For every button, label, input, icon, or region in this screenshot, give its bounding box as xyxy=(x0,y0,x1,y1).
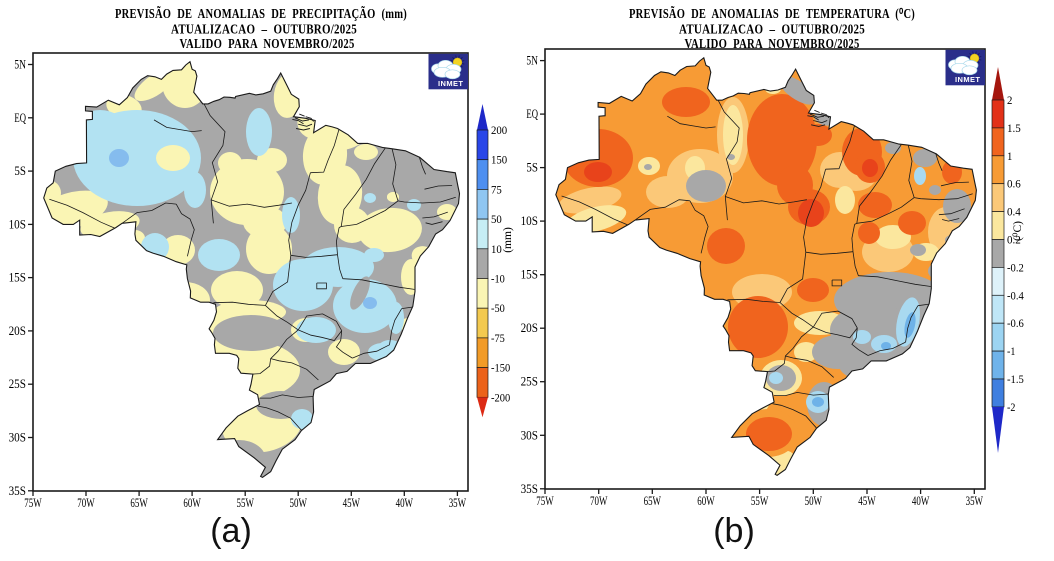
svg-text:-10: -10 xyxy=(491,274,505,286)
svg-text:EQ: EQ xyxy=(526,106,538,121)
svg-text:5N: 5N xyxy=(526,53,538,68)
svg-text:35S: 35S xyxy=(521,481,538,496)
svg-text:-75: -75 xyxy=(491,333,505,345)
svg-text:15S: 15S xyxy=(9,270,26,285)
svg-text:45W: 45W xyxy=(343,495,361,510)
svg-text:45W: 45W xyxy=(858,493,876,508)
svg-text:-200: -200 xyxy=(491,392,510,404)
svg-text:50: 50 xyxy=(491,214,502,226)
svg-text:0.6: 0.6 xyxy=(1007,179,1021,191)
svg-text:(b): (b) xyxy=(713,512,755,550)
svg-text:40W: 40W xyxy=(396,495,414,510)
svg-text:2: 2 xyxy=(1007,95,1013,107)
svg-text:-2: -2 xyxy=(1007,402,1016,414)
svg-text:35W: 35W xyxy=(966,493,984,508)
svg-text:50W: 50W xyxy=(290,495,308,510)
svg-text:35S: 35S xyxy=(9,483,26,498)
svg-text:-0.4: -0.4 xyxy=(1007,290,1024,302)
svg-text:(a): (a) xyxy=(210,512,252,550)
svg-text:60W: 60W xyxy=(183,495,201,510)
svg-text:INMET: INMET xyxy=(438,79,463,88)
svg-text:70W: 70W xyxy=(77,495,95,510)
svg-text:75: 75 xyxy=(491,184,502,196)
svg-text:10: 10 xyxy=(491,244,502,256)
svg-text:0.2: 0.2 xyxy=(1007,235,1021,247)
svg-text:75W: 75W xyxy=(536,493,554,508)
svg-text:35W: 35W xyxy=(449,495,467,510)
svg-text:-150: -150 xyxy=(491,363,510,375)
svg-text:65W: 65W xyxy=(644,493,662,508)
svg-text:70W: 70W xyxy=(590,493,608,508)
svg-text:5N: 5N xyxy=(14,57,26,72)
svg-text:150: 150 xyxy=(491,155,507,167)
svg-text:20S: 20S xyxy=(9,323,26,338)
svg-text:-50: -50 xyxy=(491,303,505,315)
svg-text:1: 1 xyxy=(1007,151,1013,163)
svg-text:30S: 30S xyxy=(9,430,26,445)
svg-text:VALIDO PARA NOVEMBRO/2025: VALIDO PARA NOVEMBRO/2025 xyxy=(180,36,355,51)
svg-text:ATUALIZACAO – OUTUBRO/2025: ATUALIZACAO – OUTUBRO/2025 xyxy=(171,22,357,37)
svg-text:10S: 10S xyxy=(9,216,26,231)
svg-text:-1: -1 xyxy=(1007,346,1016,358)
svg-text:65W: 65W xyxy=(130,495,148,510)
svg-text:50W: 50W xyxy=(805,493,823,508)
svg-text:-0.6: -0.6 xyxy=(1007,318,1024,330)
svg-text:PREVISÃO DE ANOMALIAS DE TEMPE: PREVISÃO DE ANOMALIAS DE TEMPERATURA (⁰C… xyxy=(629,6,915,21)
svg-text:200: 200 xyxy=(491,125,507,137)
svg-text:-0.2: -0.2 xyxy=(1007,262,1024,274)
svg-text:5S: 5S xyxy=(526,160,538,175)
svg-text:-1.5: -1.5 xyxy=(1007,374,1024,386)
svg-text:(mm): (mm) xyxy=(502,227,514,253)
svg-text:10S: 10S xyxy=(521,213,538,228)
svg-text:1.5: 1.5 xyxy=(1007,123,1021,135)
svg-text:(⁰C): (⁰C) xyxy=(1012,221,1024,241)
svg-text:55W: 55W xyxy=(751,493,769,508)
svg-text:PREVISÃO DE ANOMALIAS DE PRECI: PREVISÃO DE ANOMALIAS DE PRECIPITAÇÃO (m… xyxy=(115,6,407,21)
svg-text:0.4: 0.4 xyxy=(1007,207,1021,219)
svg-text:15S: 15S xyxy=(521,267,538,282)
svg-text:75W: 75W xyxy=(24,495,42,510)
svg-text:55W: 55W xyxy=(237,495,255,510)
svg-text:INMET: INMET xyxy=(955,75,980,84)
svg-text:EQ: EQ xyxy=(14,110,26,125)
svg-text:ATUALIZACAO – OUTUBRO/2025: ATUALIZACAO – OUTUBRO/2025 xyxy=(679,22,865,37)
svg-text:40W: 40W xyxy=(912,493,930,508)
svg-text:VALIDO PARA NOVEMBRO/2025: VALIDO PARA NOVEMBRO/2025 xyxy=(685,36,860,51)
svg-text:5S: 5S xyxy=(14,163,26,178)
svg-text:25S: 25S xyxy=(521,374,538,389)
svg-text:25S: 25S xyxy=(9,376,26,391)
svg-text:20S: 20S xyxy=(521,320,538,335)
svg-text:30S: 30S xyxy=(521,427,538,442)
svg-text:60W: 60W xyxy=(697,493,715,508)
